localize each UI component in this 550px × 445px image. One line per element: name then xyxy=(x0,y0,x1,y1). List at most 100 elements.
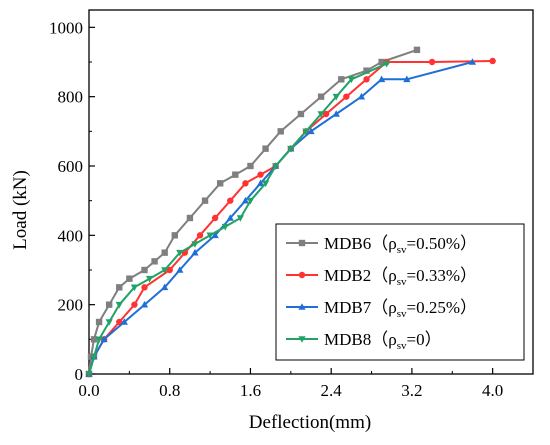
data-point xyxy=(227,197,234,204)
data-point xyxy=(105,301,113,308)
data-point xyxy=(247,162,254,170)
data-point xyxy=(186,214,194,222)
legend-label: MDB2（ρsv=0.33%） xyxy=(324,266,477,288)
data-point xyxy=(211,214,219,222)
x-tick-label: 1.6 xyxy=(240,381,261,400)
data-point xyxy=(85,371,93,378)
data-point xyxy=(115,301,123,309)
y-tick-label: 800 xyxy=(58,88,84,107)
data-point xyxy=(262,145,269,152)
data-point xyxy=(140,300,149,308)
data-point xyxy=(297,110,305,118)
data-point xyxy=(357,92,366,100)
data-point xyxy=(468,58,477,65)
data-point xyxy=(105,319,113,326)
data-point xyxy=(221,223,229,231)
legend-item: MDB2（ρsv=0.33%） xyxy=(286,266,477,288)
data-point xyxy=(216,180,224,187)
legend-swatch-marker xyxy=(298,303,306,310)
data-point xyxy=(343,93,350,100)
data-point xyxy=(232,171,239,178)
data-point xyxy=(166,266,173,274)
data-point xyxy=(161,249,168,256)
data-point xyxy=(241,196,250,204)
data-point xyxy=(211,231,219,239)
data-point xyxy=(307,127,315,135)
data-point xyxy=(246,197,255,205)
data-point xyxy=(100,335,108,343)
y-tick-label: 200 xyxy=(58,296,84,315)
data-point xyxy=(126,275,133,282)
data-point xyxy=(383,60,391,68)
data-point xyxy=(161,283,169,291)
legend: MDB6（ρsv=0.50%） MDB2（ρsv=0.33%） MDB7（ρsv=0… xyxy=(275,223,525,361)
data-point xyxy=(141,266,148,274)
data-point xyxy=(120,318,128,325)
data-point xyxy=(428,58,436,66)
data-point xyxy=(347,76,355,84)
x-tick-label: 2.4 xyxy=(321,381,343,400)
data-point xyxy=(287,145,295,153)
data-point xyxy=(277,128,284,135)
data-point xyxy=(332,110,340,117)
legend-box xyxy=(275,223,525,361)
data-point xyxy=(176,249,184,257)
data-point xyxy=(378,58,385,66)
data-point xyxy=(242,180,249,187)
data-point xyxy=(317,93,325,100)
data-point xyxy=(256,179,265,187)
data-point xyxy=(176,266,184,273)
data-point xyxy=(151,258,158,265)
data-point xyxy=(272,163,280,170)
data-point xyxy=(90,336,98,343)
y-tick-label: 400 xyxy=(58,226,84,245)
legend-swatch-marker xyxy=(298,336,306,343)
data-point xyxy=(116,284,123,291)
data-point xyxy=(363,76,370,83)
legend-item: MDB8（ρsv=0） xyxy=(286,330,442,352)
x-tick-label: 0.0 xyxy=(78,381,99,400)
data-point xyxy=(95,318,103,326)
data-point xyxy=(131,301,138,308)
data-point xyxy=(489,57,496,65)
data-point xyxy=(95,336,103,344)
legend-label: MDB8（ρsv=0） xyxy=(324,330,442,352)
y-tick-label: 1000 xyxy=(49,18,83,37)
data-point xyxy=(322,110,330,118)
series-1 xyxy=(85,46,421,378)
series-line xyxy=(88,60,493,375)
data-point xyxy=(141,284,148,291)
data-point xyxy=(90,353,98,361)
data-point xyxy=(378,75,386,83)
data-point xyxy=(317,111,325,118)
data-point xyxy=(403,75,411,83)
data-point xyxy=(171,232,178,239)
data-point xyxy=(161,267,169,274)
data-point xyxy=(332,93,340,101)
legend-label: MDB7（ρsv=0.25%） xyxy=(324,298,477,320)
series-layer xyxy=(85,46,496,378)
series-4 xyxy=(85,60,391,378)
data-point xyxy=(338,76,345,83)
data-point xyxy=(413,46,421,54)
data-point xyxy=(130,284,139,292)
y-tick-label: 0 xyxy=(75,365,84,384)
x-tick-label: 0.8 xyxy=(159,381,180,400)
data-point xyxy=(261,180,270,188)
legend-swatch-marker xyxy=(298,239,306,247)
data-point xyxy=(201,197,209,204)
legend-item: MDB6（ρsv=0.50%） xyxy=(286,234,477,256)
data-point xyxy=(236,215,244,222)
x-tick-label: 4.0 xyxy=(482,381,503,400)
data-point xyxy=(145,275,154,283)
plot-frame xyxy=(88,9,534,375)
series-line xyxy=(88,61,473,375)
data-point xyxy=(191,241,199,248)
x-tick-label: 3.2 xyxy=(401,381,422,400)
data-point xyxy=(226,214,234,221)
legend-label: MDB6（ρsv=0.50%） xyxy=(324,234,477,256)
series-line xyxy=(88,62,388,375)
data-point xyxy=(257,171,264,178)
